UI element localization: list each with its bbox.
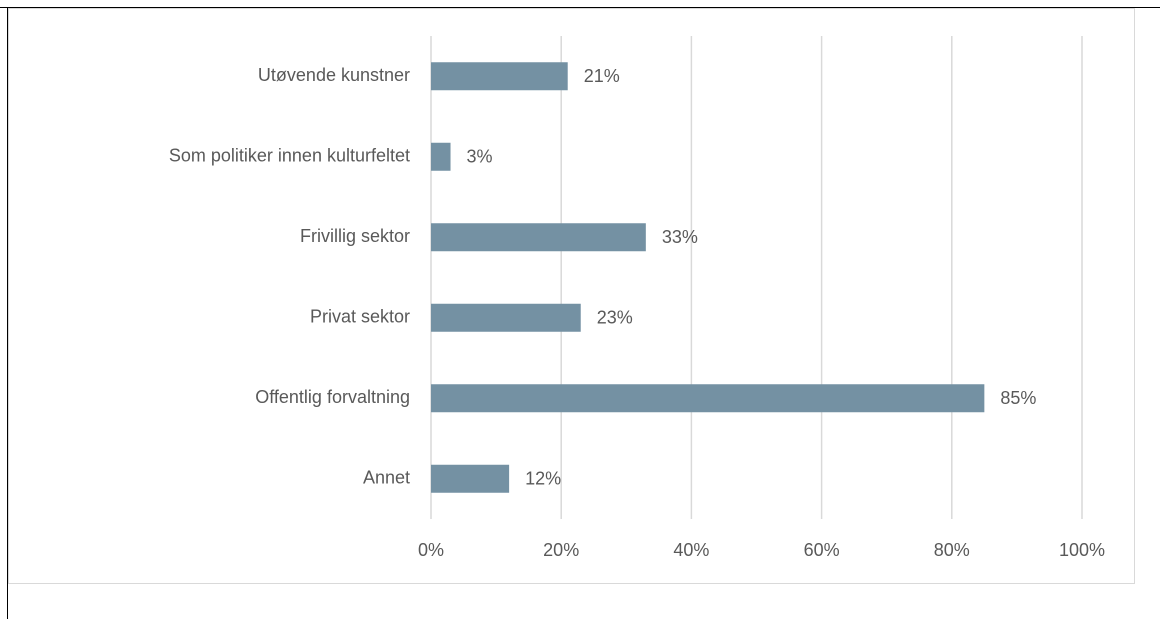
data-label: 23%	[597, 308, 633, 328]
x-tick-label: 100%	[1059, 540, 1105, 560]
plot-area: Utøvende kunstner 21% Som politiker innen …	[169, 62, 1036, 493]
x-tick-label: 60%	[804, 540, 840, 560]
data-label: 21%	[584, 66, 620, 86]
bar	[431, 464, 510, 493]
y-tick-label: Annet	[363, 468, 410, 488]
x-tick-label: 80%	[934, 540, 970, 560]
y-tick-label: Utøvende kunstner	[258, 65, 410, 85]
grid: 0% 20% 40% 60% 80% 100%	[418, 36, 1105, 560]
x-tick-label: 40%	[673, 540, 709, 560]
y-tick-label: Privat sektor	[310, 307, 410, 327]
data-label: 33%	[662, 227, 698, 247]
data-label: 3%	[467, 147, 493, 167]
data-label: 85%	[1000, 388, 1036, 408]
bar	[431, 223, 646, 252]
y-tick-label: Frivillig sektor	[300, 226, 410, 246]
bar	[431, 303, 581, 332]
bar	[431, 142, 451, 171]
bar	[431, 62, 568, 91]
y-tick-label: Som politiker innen kulturfeltet	[169, 146, 410, 166]
x-tick-label: 0%	[418, 540, 444, 560]
x-tick-label: 20%	[543, 540, 579, 560]
data-label: 12%	[525, 469, 561, 489]
bar	[431, 384, 985, 413]
y-tick-label: Offentlig forvaltning	[255, 387, 410, 407]
chart-frame	[8, 8, 1135, 584]
